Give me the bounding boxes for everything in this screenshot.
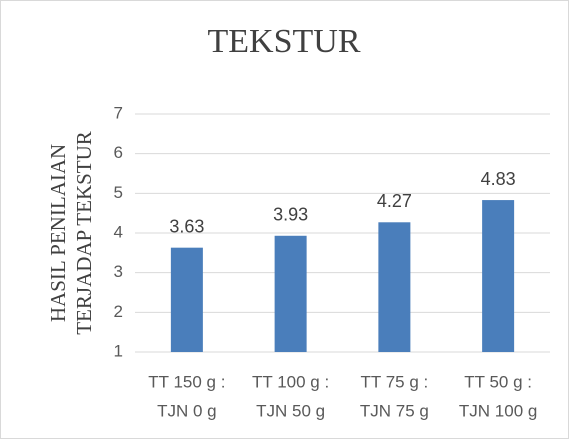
y-tick-label: 4 <box>114 222 123 241</box>
y-tick-label: 2 <box>114 302 123 321</box>
x-tick-label: TT 150 g : <box>148 372 225 391</box>
x-tick-label: TJN 50 g <box>256 401 325 420</box>
y-axis-label: HASIL PENILAIAN <box>46 144 70 322</box>
y-tick-label: 6 <box>114 143 123 162</box>
y-axis-label: TERJADAP TEKSTUR <box>72 131 96 335</box>
chart-title: TEKSTUR <box>208 23 361 60</box>
data-label: 3.63 <box>169 216 204 236</box>
bar <box>274 235 307 352</box>
data-label: 4.83 <box>481 169 516 189</box>
data-label: 3.93 <box>273 205 308 225</box>
bar <box>482 200 515 352</box>
x-tick-label: TJN 0 g <box>157 401 217 420</box>
bar <box>170 247 203 352</box>
bar <box>378 222 411 352</box>
x-tick-label: TT 50 g : <box>464 372 532 391</box>
y-tick-label: 7 <box>114 103 123 122</box>
data-label: 4.27 <box>377 191 412 211</box>
y-tick-label: 3 <box>114 262 123 281</box>
y-tick-label: 5 <box>114 183 123 202</box>
x-tick-label: TJN 100 g <box>459 401 537 420</box>
x-tick-label: TT 100 g : <box>252 372 329 391</box>
x-tick-label: TJN 75 g <box>360 401 429 420</box>
y-tick-label: 1 <box>114 341 123 360</box>
x-tick-label: TT 75 g : <box>361 372 429 391</box>
